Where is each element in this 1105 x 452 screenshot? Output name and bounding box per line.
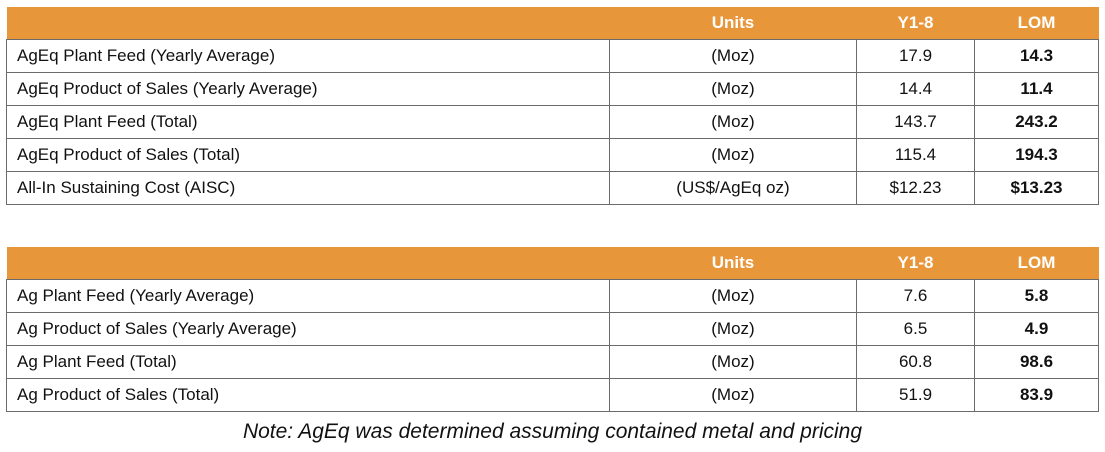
header-lom: LOM xyxy=(974,247,1099,280)
row-units: (Moz) xyxy=(609,138,857,172)
row-y1-8: 6.5 xyxy=(856,312,975,346)
row-y1-8: 14.4 xyxy=(856,72,975,106)
table-row: All-In Sustaining Cost (AISC) (US$/AgEq … xyxy=(6,171,1099,205)
row-lom: $13.23 xyxy=(974,171,1099,205)
table-header-row: Units Y1-8 LOM xyxy=(6,247,1099,280)
row-label: AgEq Product of Sales (Yearly Average) xyxy=(6,72,610,106)
ag-table: Units Y1-8 LOM Ag Plant Feed (Yearly Ave… xyxy=(6,247,1099,412)
row-y1-8: 51.9 xyxy=(856,378,975,412)
header-units: Units xyxy=(609,247,857,280)
header-lom: LOM xyxy=(974,7,1099,40)
row-units: (Moz) xyxy=(609,72,857,106)
row-y1-8: $12.23 xyxy=(856,171,975,205)
table-header-row: Units Y1-8 LOM xyxy=(6,7,1099,40)
row-y1-8: 17.9 xyxy=(856,39,975,73)
ageq-table: Units Y1-8 LOM AgEq Plant Feed (Yearly A… xyxy=(6,7,1099,205)
table-row: AgEq Product of Sales (Total) (Moz) 115.… xyxy=(6,138,1099,172)
row-lom: 4.9 xyxy=(974,312,1099,346)
row-units: (Moz) xyxy=(609,105,857,139)
row-y1-8: 60.8 xyxy=(856,345,975,379)
row-units: (Moz) xyxy=(609,39,857,73)
header-y1-8: Y1-8 xyxy=(856,7,975,40)
row-lom: 83.9 xyxy=(974,378,1099,412)
row-label: All-In Sustaining Cost (AISC) xyxy=(6,171,610,205)
row-label: AgEq Plant Feed (Total) xyxy=(6,105,610,139)
row-y1-8: 143.7 xyxy=(856,105,975,139)
row-lom: 98.6 xyxy=(974,345,1099,379)
row-units: (Moz) xyxy=(609,345,857,379)
row-label: Ag Product of Sales (Total) xyxy=(6,378,610,412)
table-row: Ag Product of Sales (Total) (Moz) 51.9 8… xyxy=(6,378,1099,412)
footnote: Note: AgEq was determined assuming conta… xyxy=(242,420,863,443)
row-label: AgEq Plant Feed (Yearly Average) xyxy=(6,39,610,73)
row-units: (US$/AgEq oz) xyxy=(609,171,857,205)
table-row: Ag Plant Feed (Total) (Moz) 60.8 98.6 xyxy=(6,345,1099,379)
row-y1-8: 7.6 xyxy=(856,279,975,313)
row-units: (Moz) xyxy=(609,279,857,313)
header-label xyxy=(6,7,610,40)
header-label xyxy=(6,247,610,280)
table-row: Ag Plant Feed (Yearly Average) (Moz) 7.6… xyxy=(6,279,1099,313)
table-row: AgEq Plant Feed (Yearly Average) (Moz) 1… xyxy=(6,39,1099,73)
row-units: (Moz) xyxy=(609,378,857,412)
table-row: Ag Product of Sales (Yearly Average) (Mo… xyxy=(6,312,1099,346)
table-row: AgEq Plant Feed (Total) (Moz) 143.7 243.… xyxy=(6,105,1099,139)
row-units: (Moz) xyxy=(609,312,857,346)
table-row: AgEq Product of Sales (Yearly Average) (… xyxy=(6,72,1099,106)
row-lom: 194.3 xyxy=(974,138,1099,172)
header-units: Units xyxy=(609,7,857,40)
row-label: Ag Plant Feed (Yearly Average) xyxy=(6,279,610,313)
row-label: AgEq Product of Sales (Total) xyxy=(6,138,610,172)
row-y1-8: 115.4 xyxy=(856,138,975,172)
row-label: Ag Plant Feed (Total) xyxy=(6,345,610,379)
row-lom: 11.4 xyxy=(974,72,1099,106)
row-label: Ag Product of Sales (Yearly Average) xyxy=(6,312,610,346)
header-y1-8: Y1-8 xyxy=(856,247,975,280)
row-lom: 14.3 xyxy=(974,39,1099,73)
row-lom: 243.2 xyxy=(974,105,1099,139)
row-lom: 5.8 xyxy=(974,279,1099,313)
